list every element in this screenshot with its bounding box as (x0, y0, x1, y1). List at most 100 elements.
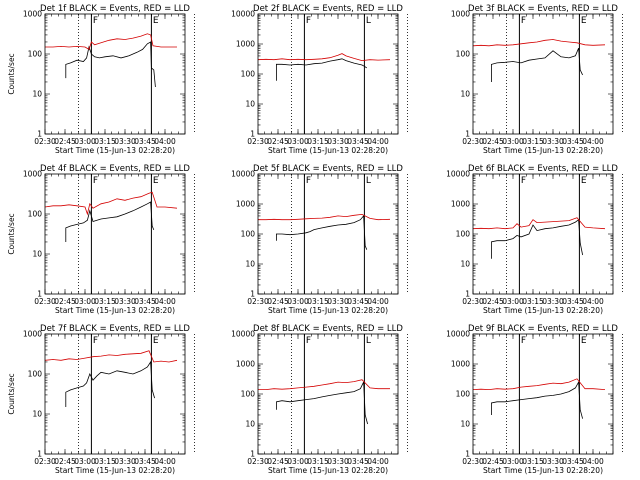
y-tick-label: 1000 (23, 330, 42, 339)
panel-4-xlabel: Start Time (15-Jun-13 02:28:20) (55, 306, 175, 315)
panel-5-series-lld (258, 213, 391, 221)
x-tick-label: 03:00 (74, 297, 96, 306)
flag-letter: L (366, 16, 371, 26)
y-tick-label: 1 (465, 290, 470, 299)
panel-3-xlabel: Start Time (15-Jun-13 02:28:20) (483, 146, 603, 155)
x-tick-label: 04:00 (154, 137, 176, 146)
y-tick-label: 10 (32, 250, 42, 259)
panel-5-title: Det 5f BLACK = Events, RED = LLD (253, 164, 403, 174)
x-tick-label: 02:45 (267, 137, 289, 146)
x-tick-label: 03:15 (94, 137, 116, 146)
flag-letter: F (521, 16, 526, 26)
y-tick-label: 10 (32, 90, 42, 99)
panel-1: Det 1f BLACK = Events, RED = LLD 1 10 100 10… (7, 4, 196, 155)
x-tick-label: 03:00 (74, 137, 96, 146)
x-tick-label: 03:15 (94, 297, 116, 306)
panel-9-series-lld (472, 378, 606, 391)
x-tick-label: 04:00 (582, 457, 604, 466)
x-tick-label: 03:15 (307, 297, 329, 306)
x-tick-label: 02:45 (482, 297, 504, 306)
panel-6-series-events (490, 218, 583, 259)
x-tick-label: 02:45 (482, 457, 504, 466)
y-tick-label: 100 (456, 230, 471, 239)
x-tick-label: 02:30 (462, 297, 484, 306)
panel-6-title: Det 6f BLACK = Events, RED = LLD (468, 164, 618, 174)
panel-5-xlabel: Start Time (15-Jun-13 02:28:20) (268, 306, 388, 315)
panel-6: Det 6f BLACK = Events, RED = LLD 1 10 100 10… (446, 164, 623, 315)
x-tick-label: 03:30 (114, 457, 136, 466)
y-tick-label: 1 (37, 450, 42, 459)
panel-1-series-lld (45, 33, 177, 51)
x-tick-label: 03:15 (522, 457, 544, 466)
flag-letter: F (306, 176, 311, 186)
x-tick-label: 03:45 (562, 457, 584, 466)
x-tick-label: 04:00 (582, 137, 604, 146)
x-tick-label: 02:45 (54, 137, 76, 146)
y-tick-label: 10000 (231, 170, 255, 179)
panel-9: Det 9f BLACK = Events, RED = LLD 1 10 100 10… (446, 324, 623, 475)
x-tick-label: 02:45 (267, 457, 289, 466)
y-tick-label: 100 (241, 70, 256, 79)
y-tick-label: 1 (465, 130, 470, 139)
x-tick-label: 03:45 (347, 457, 369, 466)
y-tick-label: 1 (250, 130, 255, 139)
y-tick-label: 10 (460, 90, 470, 99)
panel-4-title: Det 4f BLACK = Events, RED = LLD (40, 164, 190, 174)
x-tick-label: 03:30 (114, 297, 136, 306)
panel-4-series-lld (44, 191, 178, 216)
x-tick-label: 02:30 (247, 137, 269, 146)
x-tick-label: 03:30 (327, 137, 349, 146)
panel-5-series-events (275, 214, 368, 250)
x-tick-label: 03:15 (307, 137, 329, 146)
y-tick-label: 1000 (451, 10, 470, 19)
x-tick-label: 03:45 (134, 457, 156, 466)
panel-8-frame (257, 333, 399, 455)
y-tick-label: 1000 (23, 170, 42, 179)
y-tick-label: 1 (250, 290, 255, 299)
y-tick-label: 100 (28, 210, 43, 219)
panel-1-title: Det 1f BLACK = Events, RED = LLD (40, 4, 190, 14)
x-tick-label: 04:00 (367, 457, 389, 466)
panel-8: Det 8f BLACK = Events, RED = LLD 1 10 100 10… (231, 324, 409, 475)
panel-9-frame (472, 333, 614, 455)
x-tick-label: 03:45 (347, 137, 369, 146)
x-tick-label: 03:30 (327, 457, 349, 466)
x-tick-label: 03:45 (562, 297, 584, 306)
x-tick-label: 03:30 (114, 137, 136, 146)
x-tick-label: 03:00 (502, 297, 524, 306)
panel-7-ylabel: Counts/sec (7, 373, 16, 414)
x-tick-label: 04:00 (367, 297, 389, 306)
panel-3-title: Det 3f BLACK = Events, RED = LLD (468, 4, 618, 14)
panel-1-xlabel: Start Time (15-Jun-13 02:28:20) (55, 146, 175, 155)
panel-4: Det 4f BLACK = Events, RED = LLD 1 10 100 10… (7, 164, 196, 315)
y-tick-label: 1000 (236, 200, 255, 209)
x-tick-label: 04:00 (154, 297, 176, 306)
y-tick-label: 100 (241, 390, 256, 399)
panel-7-series-lld (44, 350, 178, 363)
y-tick-label: 10 (460, 420, 470, 429)
y-tick-label: 1 (250, 450, 255, 459)
panel-7-xlabel: Start Time (15-Jun-13 02:28:20) (55, 466, 175, 475)
panel-3-series-lld (472, 39, 606, 47)
y-tick-label: 100 (241, 230, 256, 239)
x-tick-label: 02:30 (34, 297, 56, 306)
y-tick-label: 1000 (23, 10, 42, 19)
x-tick-label: 02:30 (247, 457, 269, 466)
x-tick-label: 02:30 (247, 297, 269, 306)
x-tick-label: 03:45 (347, 297, 369, 306)
y-tick-label: 10000 (231, 10, 255, 19)
panel-8-series-events (275, 381, 368, 425)
x-tick-label: 03:00 (287, 137, 309, 146)
x-tick-label: 03:30 (327, 297, 349, 306)
x-tick-label: 03:00 (287, 297, 309, 306)
panel-4-series-events (65, 201, 155, 242)
x-tick-label: 03:00 (74, 457, 96, 466)
panel-9-title: Det 9f BLACK = Events, RED = LLD (468, 324, 618, 334)
panel-4-ylabel: Counts/sec (7, 213, 16, 254)
flag-letter: E (153, 336, 159, 346)
flag-letter: E (581, 16, 587, 26)
x-tick-label: 03:45 (134, 297, 156, 306)
panel-7-title: Det 7f BLACK = Events, RED = LLD (40, 324, 190, 334)
x-tick-label: 02:45 (54, 457, 76, 466)
flag-letter: L (366, 336, 371, 346)
